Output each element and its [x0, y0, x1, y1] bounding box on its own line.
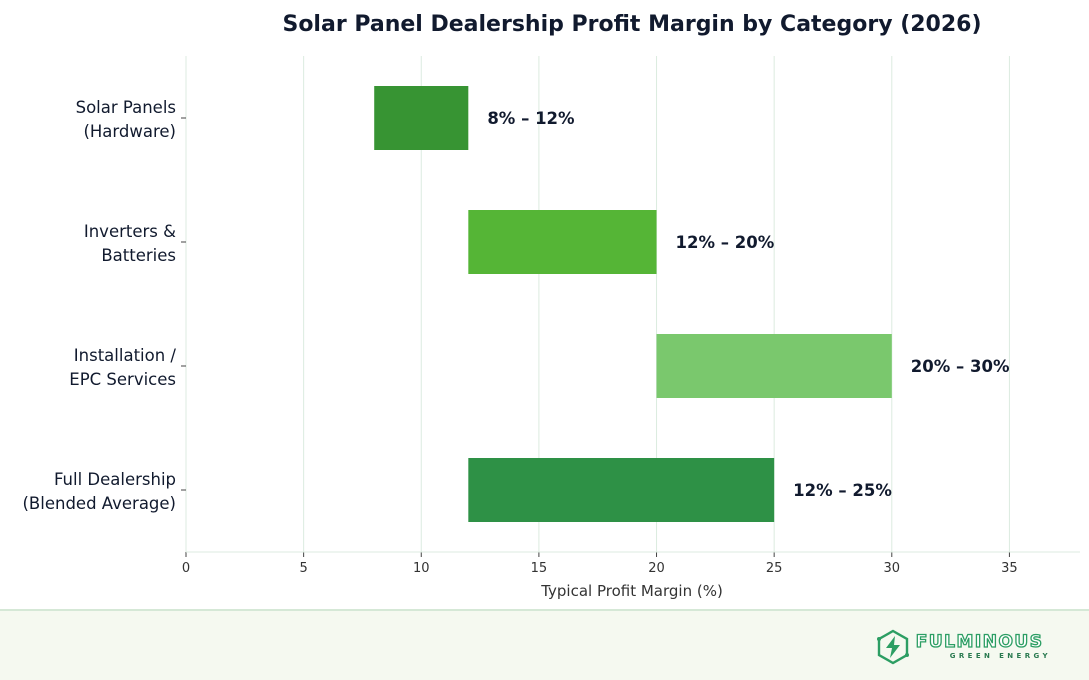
category-label-line: Full Dealership	[54, 470, 176, 489]
x-tick-label: 20	[648, 561, 665, 576]
chart: Solar Panel Dealership Profit Margin by …	[23, 12, 1080, 600]
x-tick-label: 25	[766, 561, 783, 576]
brand-logo: FULMINOUS GREEN ENERGY	[876, 627, 1051, 667]
x-axis: 0 5 10 15 20 25 30 35	[182, 551, 1080, 576]
logo-name: FULMINOUS	[915, 632, 1044, 652]
category-label-line: EPC Services	[69, 370, 176, 389]
category-label-line: (Hardware)	[83, 122, 176, 141]
chart-title: Solar Panel Dealership Profit Margin by …	[282, 12, 981, 37]
x-tick-label: 30	[884, 561, 901, 576]
category-label-line: (Blended Average)	[23, 494, 177, 513]
x-tick-label: 35	[1001, 561, 1018, 576]
category-label-line: Inverters &	[84, 222, 176, 241]
x-tick-label: 0	[182, 561, 190, 576]
hexagon-lightning-icon	[876, 629, 909, 665]
category-label-line: Solar Panels	[76, 98, 176, 117]
x-tick-label: 15	[531, 561, 548, 576]
data-labels: 8% – 12% 12% – 20% 20% – 30% 12% – 25%	[487, 109, 1010, 500]
x-tick-label: 10	[413, 561, 430, 576]
bar	[656, 334, 892, 398]
category-label: Installation / EPC Services	[69, 346, 176, 389]
category-label: Full Dealership (Blended Average)	[23, 470, 177, 513]
bars	[374, 86, 892, 522]
footer: FULMINOUS GREEN ENERGY	[0, 609, 1089, 680]
bar	[374, 86, 469, 150]
logo-tagline: GREEN ENERGY	[949, 652, 1051, 660]
y-axis: Solar Panels (Hardware) Inverters & Batteri…	[23, 56, 187, 552]
bar	[468, 210, 657, 274]
x-axis-title: Typical Profit Margin (%)	[540, 582, 723, 600]
data-label: 12% – 20%	[676, 233, 775, 252]
category-label: Solar Panels (Hardware)	[76, 98, 176, 141]
bar	[468, 458, 775, 522]
category-label: Inverters & Batteries	[84, 222, 176, 265]
x-tick-label: 5	[299, 561, 307, 576]
data-label: 8% – 12%	[487, 109, 575, 128]
data-label: 20% – 30%	[911, 357, 1010, 376]
category-label-line: Installation /	[74, 346, 177, 365]
data-label: 12% – 25%	[793, 481, 892, 500]
category-label-line: Batteries	[101, 246, 176, 265]
